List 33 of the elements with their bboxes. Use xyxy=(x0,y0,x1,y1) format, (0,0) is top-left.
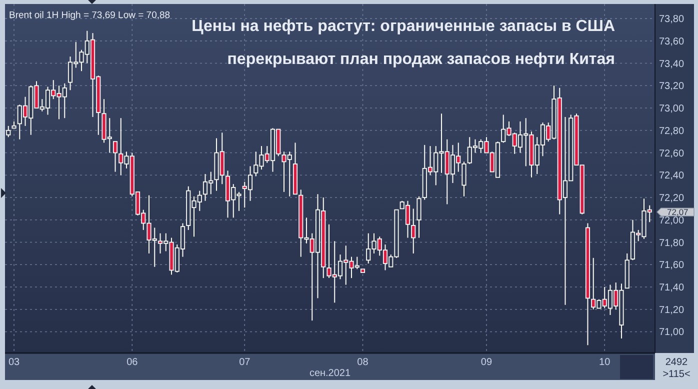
y-tick-label: 73,80 xyxy=(659,14,684,26)
text: >115< xyxy=(662,369,690,380)
x-axis-title: сен.2021 xyxy=(309,368,351,379)
text: 2492 xyxy=(665,357,688,368)
y-tick-label: 72,80 xyxy=(659,126,684,137)
y-tick-label: 72,40 xyxy=(659,170,684,182)
candlestick xyxy=(112,141,118,172)
x-tick-label: 10 xyxy=(599,357,611,368)
y-tick-label: 71,60 xyxy=(659,260,684,272)
y-tick-label: 73,40 xyxy=(659,58,684,70)
x-tick-label: 06 xyxy=(126,357,138,368)
y-tick-label: 71,40 xyxy=(659,282,684,294)
y-tick-label: 71,20 xyxy=(659,304,684,316)
x-tick-label: 09 xyxy=(480,357,492,368)
text: перекрывают план продаж запасов нефти Китая xyxy=(227,51,615,68)
annotation: Brent oil 1H High = 73,69 Low = 70,88 xyxy=(9,10,170,21)
x-tick-label: 08 xyxy=(357,357,369,368)
candlestick xyxy=(6,125,11,138)
y-tick-label: 72,60 xyxy=(659,148,684,160)
y-tick-label: 71,80 xyxy=(659,238,684,249)
y-tick-label: 72,00 xyxy=(659,215,684,226)
text: 72,07 xyxy=(667,207,689,218)
candlestick xyxy=(462,161,466,197)
candlestick xyxy=(411,208,416,254)
text: Цены на нефть растут: ограниченные запасы в США xyxy=(192,18,616,35)
y-tick-label: 73,60 xyxy=(659,36,684,48)
x-tick-label: 07 xyxy=(239,357,251,368)
candlestick xyxy=(416,196,422,238)
y-tick-label: 71,00 xyxy=(659,327,684,338)
x-tick-label: 03 xyxy=(8,357,20,368)
y-tick-label: 73,00 xyxy=(659,104,684,115)
y-tick-label: 73,20 xyxy=(659,81,684,92)
y-tick-label: 72,20 xyxy=(659,193,684,204)
